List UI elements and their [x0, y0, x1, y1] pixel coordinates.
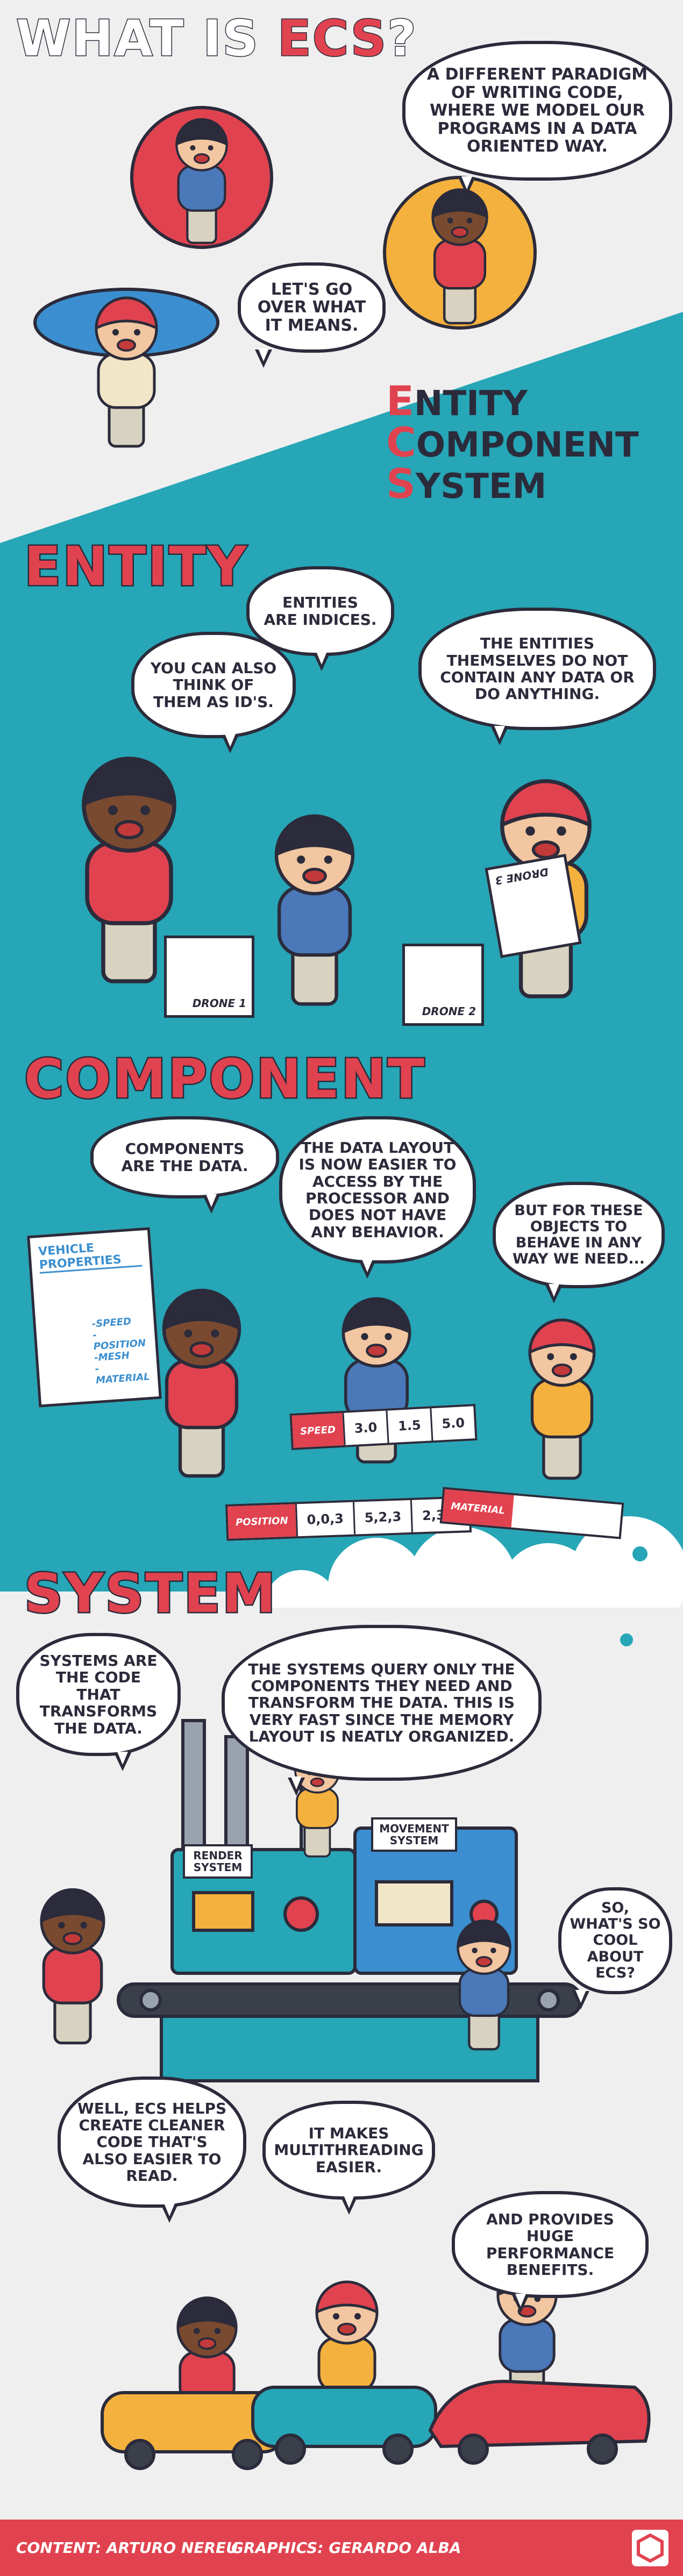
speech-bubble: YOU CAN ALSO THINK OF THEM AS ID'S. [131, 632, 296, 753]
strip-label: POSITION [227, 1504, 296, 1539]
decoration [537, 1989, 560, 2011]
decoration [637, 2533, 664, 2563]
cars [101, 2380, 651, 2470]
decoration [117, 1982, 582, 2018]
decoration [192, 1891, 254, 1932]
acronym-word: SYSTEM [386, 460, 547, 508]
speech-bubble: A DIFFERENT PARADIGM OF WRITING CODE, WH… [402, 41, 672, 196]
crate: DRONE 2 [402, 944, 484, 1026]
decoration [570, 1516, 683, 1635]
decoration [232, 2439, 263, 2470]
decoration [632, 1546, 648, 1561]
title-start: WHAT IS [16, 9, 259, 68]
decoration [375, 1880, 453, 1926]
machine-label: MOVEMENT SYSTEM [371, 1817, 457, 1852]
poster-item: -MATERIAL [95, 1363, 151, 1387]
title-end: ? [387, 9, 417, 68]
decoration [181, 1719, 206, 1851]
speech-bubble: ENTITIES ARE INDICES. [246, 566, 394, 671]
section-heading: COMPONENT [23, 1046, 426, 1112]
machine-label: RENDER SYSTEM [183, 1844, 253, 1879]
strip-cell: 5.0 [430, 1406, 475, 1441]
crate: DRONE 1 [164, 936, 254, 1018]
credit: CONTENT: ARTURO NEREU [16, 2539, 238, 2557]
title-highlight: ECS [276, 9, 388, 68]
decoration [620, 1633, 633, 1646]
decoration [458, 2434, 489, 2465]
decoration [283, 1896, 319, 1932]
speech-bubble: WELL, ECS HELPS CREATE CLEANER CODE THAT… [58, 2077, 246, 2223]
decoration [275, 2434, 306, 2465]
strip-label: MATERIAL [442, 1489, 514, 1528]
acronym: ENTITY COMPONENT SYSTEM [386, 382, 639, 506]
speech-bubble: COMPONENTS ARE THE DATA. [90, 1116, 279, 1214]
strip-cell: 5,2,3 [352, 1500, 412, 1535]
speech-bubble: IT MAKES MULTITHREADING EASIER. [262, 2101, 435, 2215]
poster-title: VEHICLE PROPERTIES [38, 1238, 143, 1274]
acronym-word: ENTITY [386, 377, 528, 425]
footer-bar [0, 2520, 683, 2576]
acronym-word: COMPONENT [386, 418, 639, 466]
poster-item: -POSITION [92, 1329, 146, 1353]
decoration [382, 2434, 414, 2465]
decoration [224, 1735, 249, 1851]
strip-label: SPEED [291, 1412, 344, 1448]
logo [632, 2530, 668, 2566]
poster: VEHICLE PROPERTIES -SPEED -POSITION -MES… [27, 1227, 162, 1408]
strip-cell: 3.0 [342, 1410, 388, 1445]
speech-bubble: LET'S GO OVER WHAT IT MEANS. [238, 262, 386, 368]
credit: GRAPHICS: GERARDO ALBA [231, 2539, 461, 2557]
decoration [587, 2434, 618, 2465]
speech-bubble: SO, WHAT'S SO COOL ABOUT ECS? [558, 1887, 672, 2009]
decoration [428, 2380, 651, 2449]
strip-cell: 0,0,3 [295, 1502, 354, 1537]
speech-bubble: THE ENTITIES THEMSELVES DO NOT CONTAIN A… [418, 608, 656, 745]
section-heading: SYSTEM [23, 1561, 278, 1626]
decoration [124, 2439, 155, 2470]
section-heading: ENTITY [23, 534, 248, 600]
speech-bubble: AND PROVIDES HUGE PERFORMANCE BENEFITS. [452, 2191, 649, 2313]
speech-bubble: SYSTEMS ARE THE CODE THAT TRANSFORMS THE… [16, 1633, 181, 1771]
speech-bubble: THE SYSTEMS QUERY ONLY THE COMPONENTS TH… [222, 1625, 542, 1796]
speech-bubble: BUT FOR THESE OBJECTS TO BEHAVE IN ANY W… [493, 1182, 665, 1303]
title: WHAT IS ECS? [16, 9, 417, 68]
speech-bubble: THE DATA LAYOUT IS NOW EASIER TO ACCESS … [279, 1116, 476, 1279]
decoration [139, 1989, 162, 2011]
crate: DRONE 3 [485, 854, 582, 958]
strip-cell: 1.5 [386, 1408, 432, 1443]
